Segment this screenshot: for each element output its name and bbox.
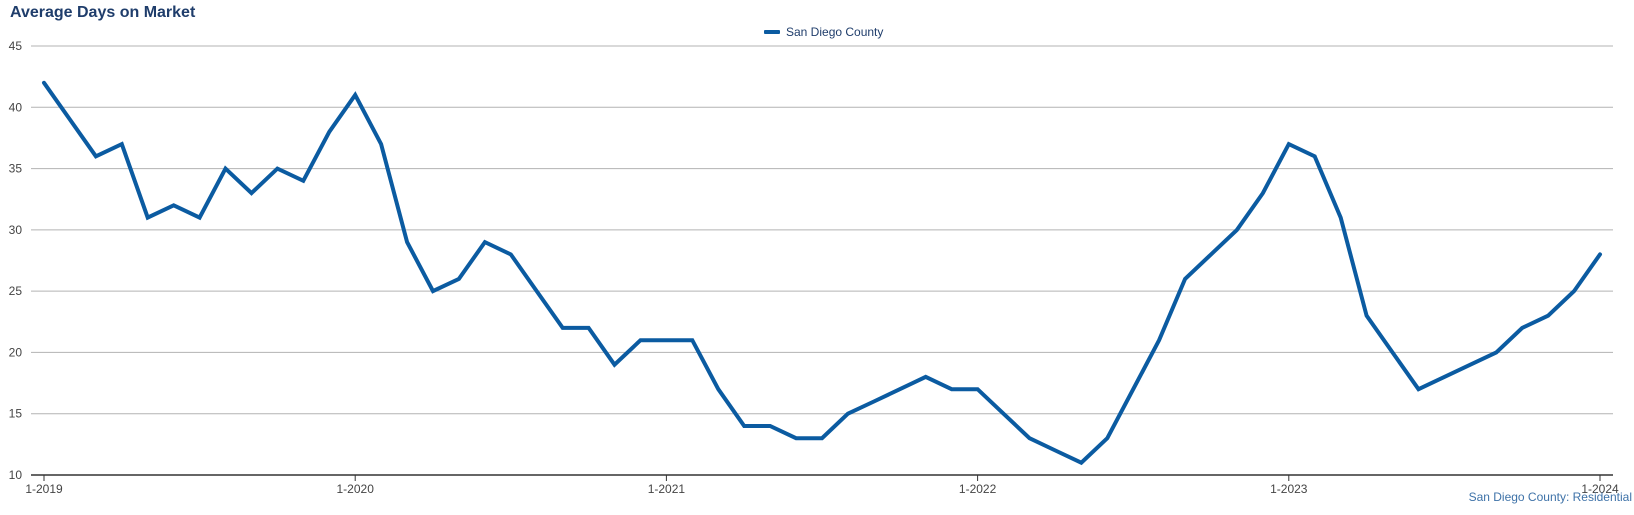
data-point[interactable]	[1023, 432, 1035, 444]
data-point[interactable]	[38, 77, 50, 89]
y-tick-label: 25	[9, 284, 23, 298]
data-point[interactable]	[1257, 187, 1269, 199]
x-tick-label: 1-2023	[1270, 482, 1308, 496]
data-point[interactable]	[1412, 383, 1424, 395]
data-point[interactable]	[1049, 444, 1061, 456]
data-point[interactable]	[686, 334, 698, 346]
data-point[interactable]	[116, 138, 128, 150]
data-point[interactable]	[168, 199, 180, 211]
x-tick-label: 1-2019	[25, 482, 63, 496]
data-point[interactable]	[401, 236, 413, 248]
y-tick-label: 40	[9, 100, 23, 114]
x-tick-label: 1-2020	[337, 482, 375, 496]
data-point[interactable]	[790, 432, 802, 444]
data-point[interactable]	[1516, 322, 1528, 334]
data-point[interactable]	[1075, 457, 1087, 469]
data-point[interactable]	[1153, 334, 1165, 346]
data-point[interactable]	[349, 89, 361, 101]
data-point[interactable]	[894, 383, 906, 395]
data-point[interactable]	[1361, 310, 1373, 322]
data-point[interactable]	[323, 126, 335, 138]
data-point[interactable]	[1464, 359, 1476, 371]
data-point[interactable]	[531, 285, 543, 297]
x-tick-label: 1-2021	[648, 482, 686, 496]
data-point[interactable]	[946, 383, 958, 395]
data-point[interactable]	[245, 187, 257, 199]
data-point[interactable]	[1335, 212, 1347, 224]
data-point[interactable]	[1179, 273, 1191, 285]
data-point[interactable]	[557, 322, 569, 334]
y-tick-label: 45	[9, 39, 23, 53]
data-point[interactable]	[920, 371, 932, 383]
x-tick-label: 1-2022	[959, 482, 997, 496]
data-point[interactable]	[738, 420, 750, 432]
data-point[interactable]	[1542, 310, 1554, 322]
data-point[interactable]	[764, 420, 776, 432]
data-point[interactable]	[375, 138, 387, 150]
data-point[interactable]	[1205, 248, 1217, 260]
data-point[interactable]	[583, 322, 595, 334]
data-point[interactable]	[816, 432, 828, 444]
y-tick-label: 10	[9, 468, 23, 482]
data-point[interactable]	[842, 408, 854, 420]
data-point[interactable]	[868, 395, 880, 407]
data-point[interactable]	[660, 334, 672, 346]
data-point[interactable]	[998, 408, 1010, 420]
data-point[interactable]	[453, 273, 465, 285]
data-point[interactable]	[220, 163, 232, 175]
data-point[interactable]	[142, 212, 154, 224]
y-tick-label: 15	[9, 407, 23, 421]
gridlines	[31, 46, 1613, 414]
data-point[interactable]	[90, 150, 102, 162]
data-point[interactable]	[1127, 383, 1139, 395]
data-point[interactable]	[1231, 224, 1243, 236]
data-point[interactable]	[1283, 138, 1295, 150]
data-point[interactable]	[712, 383, 724, 395]
data-point[interactable]	[1594, 248, 1606, 260]
data-point[interactable]	[297, 175, 309, 187]
y-axis: 10 15 20 25 30 35 40 45	[9, 39, 23, 482]
series-line-san-diego-county[interactable]	[44, 83, 1600, 463]
data-point[interactable]	[427, 285, 439, 297]
data-point[interactable]	[64, 114, 76, 126]
data-point[interactable]	[972, 383, 984, 395]
x-axis: 1-2019 1-2020 1-2021 1-2022 1-2023 1-2024	[25, 475, 1619, 496]
series-layer	[38, 77, 1606, 469]
data-point[interactable]	[479, 236, 491, 248]
data-point[interactable]	[271, 163, 283, 175]
footer-note: San Diego County: Residential	[1469, 490, 1632, 504]
data-point[interactable]	[634, 334, 646, 346]
data-point[interactable]	[505, 248, 517, 260]
data-point[interactable]	[1101, 432, 1113, 444]
data-point[interactable]	[194, 212, 206, 224]
data-point[interactable]	[1490, 346, 1502, 358]
y-tick-label: 35	[9, 162, 23, 176]
data-point[interactable]	[1387, 346, 1399, 358]
data-point[interactable]	[609, 359, 621, 371]
data-point[interactable]	[1309, 150, 1321, 162]
y-tick-label: 20	[9, 345, 23, 359]
data-point[interactable]	[1438, 371, 1450, 383]
y-tick-label: 30	[9, 223, 23, 237]
data-point[interactable]	[1568, 285, 1580, 297]
